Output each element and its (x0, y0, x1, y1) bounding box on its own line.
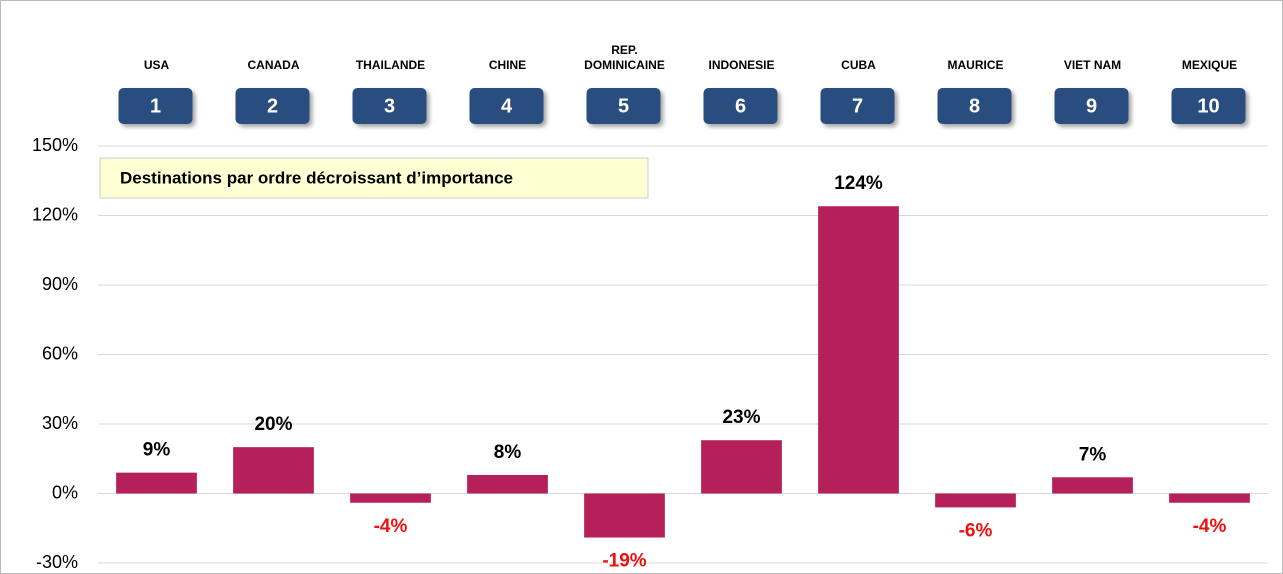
value-label: -4% (1193, 516, 1227, 537)
category-label: MEXIQUE (1181, 58, 1238, 72)
rank-label: 7 (852, 95, 863, 117)
rank-label: 8 (969, 95, 980, 117)
bar (467, 474, 548, 494)
bar (1169, 493, 1250, 503)
rank-label: 10 (1197, 95, 1219, 117)
category-label: REP. DOMINICAINE (584, 43, 665, 72)
bar (116, 472, 197, 494)
value-label: 8% (494, 442, 522, 463)
value-label: 9% (143, 440, 171, 461)
rank-badge (352, 88, 427, 124)
y-tick-label: 90% (42, 274, 78, 294)
annotation: Destinations par ordre décroissant d’imp… (120, 168, 513, 187)
bar (818, 206, 899, 494)
value-label: -6% (959, 520, 993, 541)
category-label: INDONESIE (708, 58, 775, 72)
y-tick-label: -30% (36, 552, 78, 572)
value-label: 124% (834, 173, 883, 194)
category-label: CHINE (488, 58, 527, 72)
rank-label: 1 (150, 95, 161, 117)
category-label: THAILANDE (355, 58, 426, 72)
category-label: USA (143, 58, 170, 72)
rank-badge (586, 88, 661, 124)
rank-badge (820, 88, 895, 124)
y-tick-label: 0% (52, 482, 78, 502)
rank-badge (469, 88, 544, 124)
value-label: 23% (722, 407, 760, 428)
value-label: -19% (602, 551, 646, 572)
y-tick-label: 60% (42, 343, 78, 363)
bar (1052, 477, 1133, 494)
category-label: CUBA (841, 58, 876, 72)
rank-label: 6 (735, 95, 746, 117)
rank-badge (235, 88, 310, 124)
rank-label: 9 (1086, 95, 1097, 117)
rank-badge (118, 88, 193, 124)
y-tick-label: 120% (32, 204, 78, 224)
value-label: 7% (1079, 444, 1107, 465)
rank-badge (703, 88, 778, 124)
rank-label: 4 (501, 95, 513, 117)
bar (701, 440, 782, 494)
category-label: MAURICE (947, 58, 1004, 72)
annotation-box (99, 157, 649, 199)
rank-label: 3 (384, 95, 395, 117)
rank-label: 2 (267, 95, 278, 117)
category-label: VIET NAM (1063, 58, 1122, 72)
category-label: CANADA (247, 58, 300, 72)
value-label: 20% (254, 414, 292, 435)
rank-badge (1171, 88, 1246, 124)
y-tick-label: 30% (42, 413, 78, 433)
rank-label: 5 (618, 95, 629, 117)
rank-badge (937, 88, 1012, 124)
bar (935, 493, 1016, 508)
bar (350, 493, 431, 503)
bar (584, 493, 665, 538)
value-label: -4% (374, 516, 408, 537)
y-tick-label: 150% (32, 135, 78, 155)
rank-badge (1054, 88, 1129, 124)
bar (233, 447, 314, 494)
